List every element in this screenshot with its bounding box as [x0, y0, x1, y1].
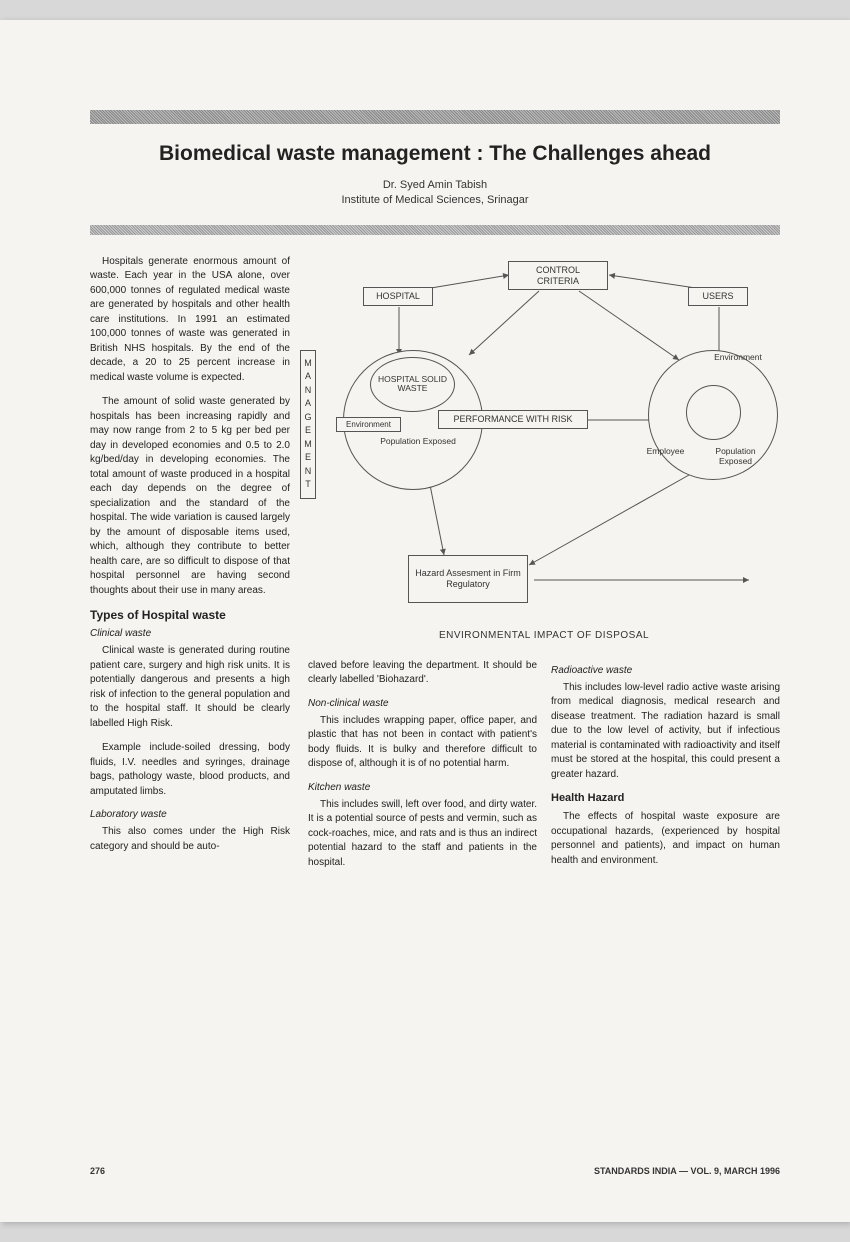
journal-info: STANDARDS INDIA — VOL. 9, MARCH 1996	[594, 1166, 780, 1176]
population-exposed-2: Population Exposed	[703, 447, 768, 467]
divider-bar	[90, 225, 780, 235]
bottom-columns: claved before leaving the department. It…	[308, 659, 780, 881]
right-area: CONTROL CRITERIA HOSPITAL USERS MANAGEME…	[308, 255, 780, 881]
kitchen-heading: Kitchen waste	[308, 782, 537, 793]
left-column: Hospitals generate enormous amount of wa…	[90, 255, 290, 881]
diagram-caption: ENVIRONMENTAL IMPACT OF DISPOSAL	[308, 630, 780, 641]
employee-label: Employee	[638, 447, 693, 457]
control-criteria-box: CONTROL CRITERIA	[508, 261, 608, 291]
health-hazard-para: The effects of hospital waste exposure a…	[551, 810, 780, 868]
intro-para-2: The amount of solid waste generated by h…	[90, 395, 290, 598]
management-label: MANAGEMENT	[300, 350, 316, 499]
content-area: Hospitals generate enormous amount of wa…	[90, 255, 780, 881]
page-number: 276	[90, 1166, 105, 1176]
intro-para-1: Hospitals generate enormous amount of wa…	[90, 255, 290, 386]
author-name: Dr. Syed Amin Tabish	[90, 178, 780, 193]
article-title: Biomedical waste management : The Challe…	[90, 142, 780, 166]
population-exposed-1: Population Exposed	[378, 437, 458, 447]
health-hazard-heading: Health Hazard	[551, 792, 780, 804]
environment-box-1: Environment	[336, 417, 401, 433]
author-block: Dr. Syed Amin Tabish Institute of Medica…	[90, 178, 780, 209]
environment-label-2: Environment	[703, 353, 773, 363]
page: Biomedical waste management : The Challe…	[0, 20, 850, 1222]
clinical-para-2: Example include-soiled dressing, body fl…	[90, 741, 290, 799]
hospital-box: HOSPITAL	[363, 287, 433, 306]
users-box: USERS	[688, 287, 748, 306]
types-heading: Types of Hospital waste	[90, 608, 290, 622]
bottom-col-2: Radioactive waste This includes low-leve…	[551, 659, 780, 881]
flow-diagram: CONTROL CRITERIA HOSPITAL USERS MANAGEME…	[308, 255, 780, 645]
lab-para: This also comes under the High Risk cate…	[90, 825, 290, 854]
autoclave-continuation: claved before leaving the department. It…	[308, 659, 537, 688]
radio-heading: Radioactive waste	[551, 665, 780, 676]
clinical-heading: Clinical waste	[90, 628, 290, 639]
kitchen-para: This includes swill, left over food, and…	[308, 798, 537, 871]
clinical-para-1: Clinical waste is generated during routi…	[90, 644, 290, 731]
lab-heading: Laboratory waste	[90, 809, 290, 820]
hospital-solid-waste-circle: HOSPITAL SOLID WASTE	[370, 357, 455, 412]
nonclinical-heading: Non-clinical waste	[308, 698, 537, 709]
author-institute: Institute of Medical Sciences, Srinagar	[90, 193, 780, 208]
nonclinical-para: This includes wrapping paper, office pap…	[308, 714, 537, 772]
hazard-box: Hazard Assesment in Firm Regulatory	[408, 555, 528, 603]
page-footer: 276 STANDARDS INDIA — VOL. 9, MARCH 1996	[90, 1166, 780, 1176]
performance-risk-box: PERFORMANCE WITH RISK	[438, 410, 588, 429]
bottom-col-1: claved before leaving the department. It…	[308, 659, 537, 881]
right-inner-circle	[686, 385, 741, 440]
radio-para: This includes low-level radio active was…	[551, 681, 780, 783]
header-bar	[90, 110, 780, 124]
